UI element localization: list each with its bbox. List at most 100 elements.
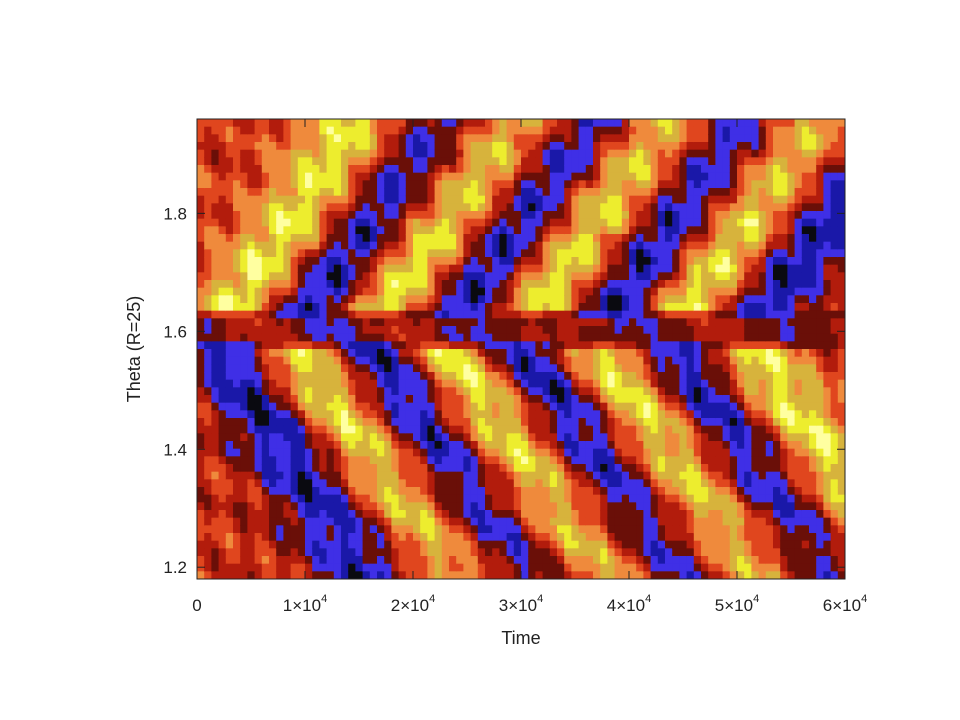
- heatmap-cell: [600, 479, 608, 488]
- heatmap-cell: [276, 418, 284, 427]
- heatmap-cell: [535, 157, 544, 166]
- heatmap-cell: [643, 364, 652, 373]
- heatmap-cell: [614, 172, 623, 181]
- heatmap-cell: [629, 203, 637, 212]
- heatmap-cell: [780, 333, 788, 342]
- heatmap-cell: [549, 249, 558, 258]
- heatmap-cell: [564, 180, 572, 189]
- heatmap-cell: [492, 203, 500, 212]
- heatmap-cell: [240, 448, 248, 457]
- heatmap-cell: [441, 172, 450, 181]
- heatmap-cell: [369, 494, 378, 503]
- heatmap-cell: [204, 341, 212, 350]
- heatmap-cell: [319, 533, 328, 542]
- heatmap-cell: [607, 195, 616, 204]
- heatmap-cell: [564, 433, 572, 442]
- heatmap-cell: [643, 464, 652, 473]
- heatmap-cell: [787, 295, 796, 304]
- heatmap-cell: [247, 517, 256, 526]
- heatmap-cell: [535, 487, 544, 496]
- heatmap-cell: [751, 165, 760, 174]
- heatmap-cell: [463, 226, 472, 235]
- heatmap-cell: [629, 410, 637, 419]
- heatmap-cell: [391, 142, 400, 151]
- heatmap-cell: [657, 165, 666, 174]
- heatmap-cell: [758, 257, 767, 266]
- heatmap-cell: [197, 494, 205, 503]
- heatmap-cell: [449, 356, 457, 365]
- heatmap-cell: [506, 303, 515, 312]
- heatmap-cell: [492, 571, 500, 579]
- heatmap-cell: [600, 556, 608, 565]
- heatmap-cell: [693, 318, 702, 327]
- heatmap-cell: [679, 471, 688, 480]
- heatmap-cell: [420, 471, 428, 480]
- heatmap-cell: [715, 441, 724, 450]
- heatmap-cell: [441, 134, 450, 143]
- heatmap-cell: [333, 165, 342, 174]
- heatmap-cell: [441, 364, 450, 373]
- heatmap-cell: [686, 379, 695, 388]
- heatmap-cell: [780, 257, 788, 266]
- heatmap-cell: [197, 387, 205, 396]
- heatmap-cell: [333, 425, 342, 434]
- heatmap-cell: [672, 525, 680, 534]
- heatmap-cell: [643, 203, 652, 212]
- heatmap-cell: [269, 119, 277, 128]
- heatmap-cell: [492, 517, 500, 526]
- heatmap-cell: [650, 356, 659, 365]
- heatmap-cell: [657, 479, 666, 488]
- heatmap-cell: [269, 425, 277, 434]
- heatmap-cell: [679, 180, 688, 189]
- heatmap-cell: [737, 195, 745, 204]
- heatmap-cell: [672, 318, 680, 327]
- heatmap-cell: [427, 264, 436, 273]
- heatmap-cell: [715, 234, 724, 243]
- heatmap-cell: [405, 379, 414, 388]
- heatmap-cell: [521, 142, 529, 151]
- heatmap-cell: [758, 249, 767, 258]
- heatmap-cell: [283, 149, 292, 158]
- heatmap-cell: [456, 556, 464, 565]
- heatmap-cell: [197, 249, 205, 258]
- heatmap-cell: [276, 356, 284, 365]
- heatmap-cell: [456, 494, 464, 503]
- heatmap-cell: [312, 157, 320, 166]
- heatmap-cell: [240, 211, 248, 220]
- heatmap-cell: [341, 418, 349, 427]
- heatmap-cell: [247, 494, 256, 503]
- heatmap-cell: [643, 525, 652, 534]
- heatmap-cell: [449, 234, 457, 243]
- heatmap-cell: [729, 326, 738, 335]
- heatmap-cell: [549, 494, 558, 503]
- heatmap-cell: [485, 303, 493, 312]
- heatmap-cell: [607, 502, 616, 511]
- heatmap-cell: [780, 540, 788, 549]
- heatmap-cell: [492, 280, 500, 289]
- heatmap-cell: [679, 203, 688, 212]
- heatmap-cell: [600, 372, 608, 381]
- heatmap-cell: [729, 556, 738, 565]
- heatmap-cell: [535, 257, 544, 266]
- heatmap-cell: [686, 272, 695, 281]
- heatmap-cell: [420, 264, 428, 273]
- heatmap-cell: [722, 540, 731, 549]
- heatmap-cell: [492, 494, 500, 503]
- heatmap-cell: [405, 280, 414, 289]
- heatmap-cell: [197, 341, 205, 350]
- heatmap-cell: [492, 172, 500, 181]
- heatmap-cell: [218, 188, 227, 197]
- heatmap-cell: [463, 494, 472, 503]
- heatmap-cell: [233, 272, 241, 281]
- heatmap-cell: [758, 395, 767, 404]
- heatmap-cell: [614, 126, 623, 135]
- heatmap-cell: [665, 257, 673, 266]
- heatmap-cell: [722, 556, 731, 565]
- heatmap-cell: [420, 180, 428, 189]
- heatmap-cell: [737, 249, 745, 258]
- heatmap-cell: [708, 142, 716, 151]
- heatmap-cell: [225, 195, 234, 204]
- heatmap-cell: [477, 402, 486, 411]
- heatmap-cell: [693, 226, 702, 235]
- heatmap-cell: [276, 119, 284, 128]
